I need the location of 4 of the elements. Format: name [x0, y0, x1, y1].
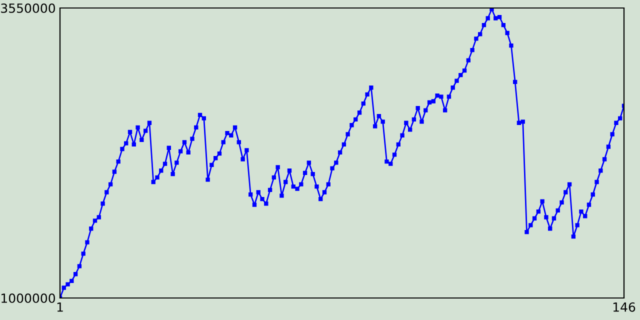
x-tick-label: 1 [57, 302, 63, 312]
y-tick-label: 1000000 [2, 293, 55, 303]
x-tick-label: 146 [613, 302, 636, 312]
y-tick-label: 3550000 [1, 3, 55, 13]
